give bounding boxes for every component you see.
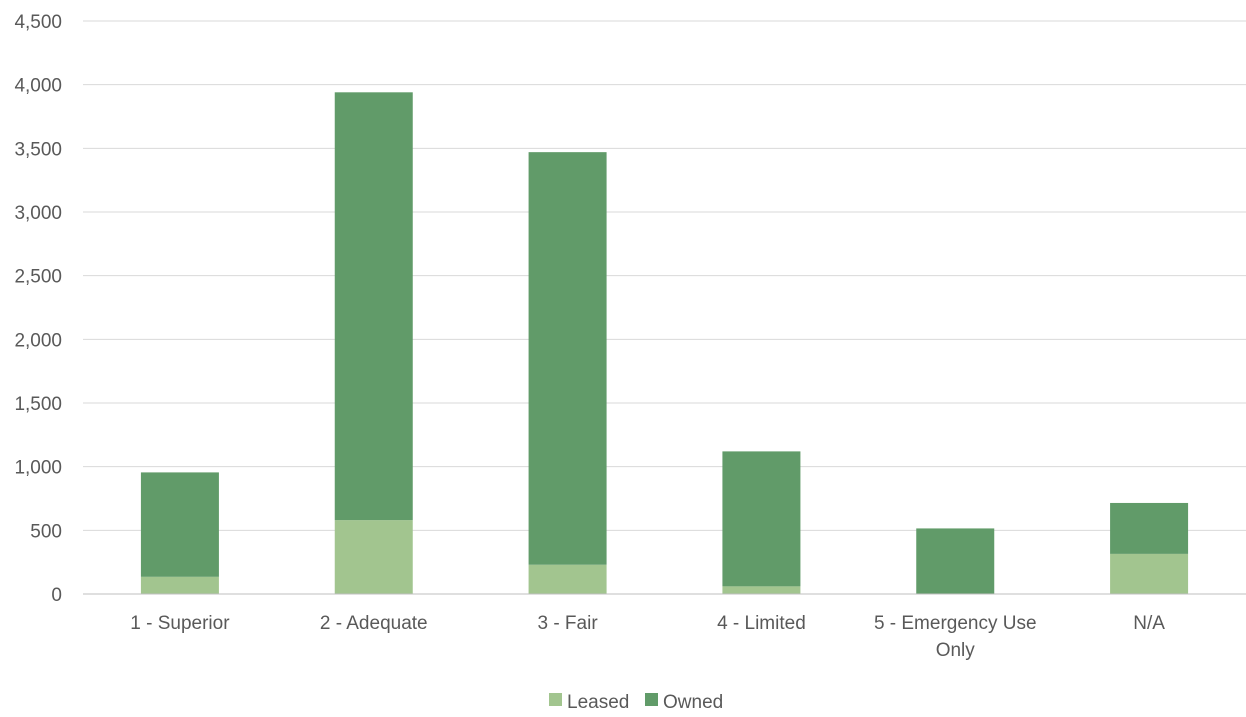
y-tick-label: 1,500 xyxy=(14,394,62,415)
y-axis-ticks: 0 500 1,000 1,500 2,000 2,500 3,000 3,500 4,000 4… xyxy=(14,12,62,606)
y-tick-label: 1,000 xyxy=(14,458,62,479)
x-category-label-line: 5 - Emergency Use xyxy=(874,613,1037,634)
x-category-label: N/A xyxy=(1133,613,1165,634)
bar-owned xyxy=(140,472,219,577)
x-category-label-line: 4 - Limited xyxy=(717,613,806,634)
bar-leased xyxy=(722,586,801,594)
x-category-label: 2 - Adequate xyxy=(320,613,428,634)
legend-label-leased: Leased xyxy=(567,692,629,713)
bar-leased xyxy=(1110,553,1189,594)
y-tick-label: 500 xyxy=(30,521,62,542)
bar-owned xyxy=(334,92,413,521)
y-tick-label: 4,500 xyxy=(14,12,62,33)
y-tick-label: 2,000 xyxy=(14,330,62,351)
bar-owned xyxy=(528,152,607,565)
legend-swatch-leased xyxy=(549,693,562,706)
bar-owned xyxy=(1110,502,1189,554)
x-category-label: 5 - Emergency Use Only xyxy=(874,613,1037,661)
bar-leased xyxy=(140,576,219,594)
gridlines xyxy=(83,20,1246,531)
legend-swatch-owned xyxy=(645,693,658,706)
x-category-label-line: 2 - Adequate xyxy=(320,613,428,634)
legend-label-owned: Owned xyxy=(663,692,723,713)
x-category-label-line: Only xyxy=(936,640,976,661)
bar-owned xyxy=(916,528,995,594)
bars xyxy=(140,92,1189,594)
x-category-label: 1 - Superior xyxy=(130,613,230,634)
y-tick-label: 2,500 xyxy=(14,267,62,288)
y-tick-label: 3,500 xyxy=(14,139,62,160)
x-category-label-line: 1 - Superior xyxy=(130,613,230,634)
y-tick-label: 0 xyxy=(51,585,62,606)
bar-owned xyxy=(722,451,801,587)
bar-leased xyxy=(334,520,413,594)
x-axis-categories: 1 - Superior 2 - Adequate 3 - Fair 4 - Limi… xyxy=(130,613,1165,661)
x-category-label-line: 3 - Fair xyxy=(537,613,598,634)
legend: Leased Owned xyxy=(549,692,723,713)
y-tick-label: 4,000 xyxy=(14,76,62,97)
y-tick-label: 3,000 xyxy=(14,203,62,224)
x-category-label: 3 - Fair xyxy=(537,613,598,634)
x-category-label-line: N/A xyxy=(1133,613,1165,634)
x-category-label: 4 - Limited xyxy=(717,613,806,634)
bar-leased xyxy=(528,564,607,594)
